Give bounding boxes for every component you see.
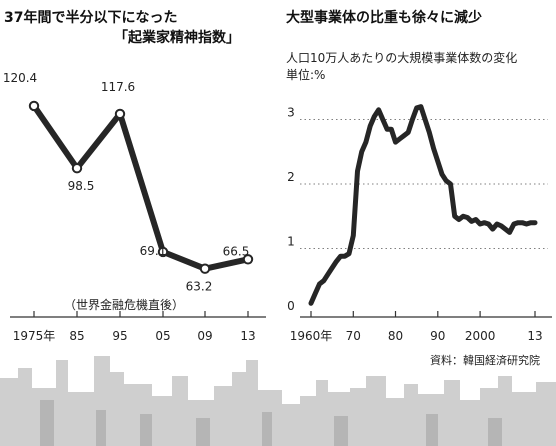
right-y-tick-label: 1 [287, 235, 295, 249]
left-data-label: 66.5 [223, 244, 250, 258]
skyline-decoration-dark [40, 400, 502, 446]
left-data-point [28, 100, 40, 112]
right-x-tick-label: 13 [527, 329, 542, 343]
right-x-ticks [310, 311, 536, 317]
right-x-tick-label: 2000 [465, 329, 496, 343]
right-x-tick-labels: 1960年 70 80 90 2000 13 [290, 329, 543, 343]
right-y-tick-labels: 0 1 2 3 [287, 106, 295, 314]
left-x-tick-label: 13 [240, 329, 255, 343]
right-chart-title: 大型事業体の比重も徐々に減少 [286, 9, 482, 26]
left-markers [28, 100, 254, 274]
right-unit-label: 単位:% [286, 67, 325, 82]
left-data-label: 63.2 [186, 280, 213, 294]
left-x-tick-label: 95 [112, 329, 127, 343]
left-data-labels: 120.4 98.5 117.6 69.1 63.2 66.5 [3, 71, 250, 294]
left-data-label: 120.4 [3, 71, 37, 85]
left-data-label: 69.1 [140, 244, 167, 258]
left-series-line [31, 102, 251, 272]
left-chart-title-line2: 「起業家精神指数」 [114, 29, 240, 46]
right-gridlines [300, 119, 548, 249]
right-y-tick-label: 3 [287, 106, 295, 120]
source-note: 資料：韓国経済研究院 [430, 353, 540, 367]
right-series-line [308, 104, 538, 306]
left-data-point [199, 263, 211, 274]
right-chart-subtitle: 人口10万人あたりの大規模事業体数の変化 [286, 50, 517, 65]
right-y-tick-label: 0 [287, 299, 295, 313]
left-x-tick-label: 1975年 [13, 329, 56, 343]
right-x-tick-label: 80 [388, 329, 403, 343]
left-data-point [114, 108, 126, 120]
left-data-point [242, 254, 254, 265]
left-annotation: （世界金融危機直後） [64, 297, 184, 312]
left-data-point [71, 163, 83, 174]
right-x-tick-label: 90 [430, 329, 445, 343]
left-chart-title-line1: 37年間で半分以下になった [4, 9, 177, 26]
left-data-point [157, 246, 169, 258]
right-y-tick-label: 2 [287, 170, 295, 184]
left-data-label: 98.5 [68, 179, 95, 193]
left-x-ticks [33, 311, 249, 317]
right-x-tick-label: 70 [346, 329, 361, 343]
left-x-tick-labels: 1975年 85 95 05 09 13 [13, 329, 256, 343]
left-x-tick-label: 85 [69, 329, 84, 343]
left-x-tick-label: 09 [197, 329, 212, 343]
left-x-tick-label: 05 [155, 329, 170, 343]
right-x-tick-label: 1960年 [290, 329, 333, 343]
left-data-label: 117.6 [101, 80, 135, 94]
skyline-decoration [0, 356, 556, 446]
